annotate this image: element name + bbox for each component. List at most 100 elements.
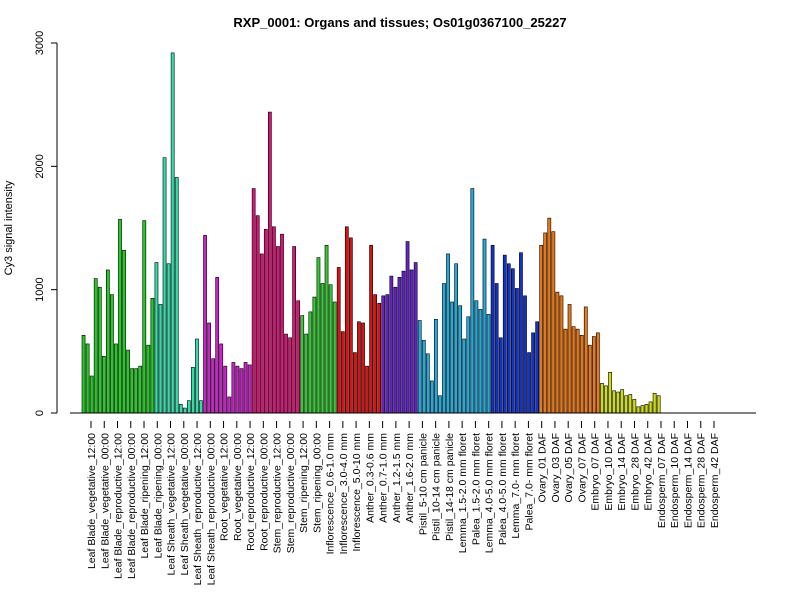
bar <box>162 157 167 414</box>
bar <box>494 283 499 414</box>
bar <box>510 268 515 414</box>
x-tick-label: Leaf Blade_reproductive_00:00 <box>126 433 138 579</box>
x-tick-label: Anther_1.2-1.5 mm <box>391 433 403 523</box>
x-tick-label: Anther_0.7-1.0 mm <box>378 433 390 523</box>
bar <box>393 286 398 414</box>
bar <box>506 263 511 414</box>
bar <box>211 358 216 414</box>
bar <box>239 368 244 414</box>
x-tick-label: Embryo_14 DAF <box>616 433 628 511</box>
bar <box>81 334 86 414</box>
bar <box>600 383 604 414</box>
x-tick-label: Root_reproductive_00:00 <box>258 433 270 551</box>
bar <box>575 328 580 414</box>
bar <box>146 344 151 414</box>
bar <box>97 286 102 414</box>
bar <box>101 355 106 414</box>
bar <box>478 309 483 414</box>
x-tick-label: Ovary_03 DAF <box>550 433 562 502</box>
x-tick-label: Leaf Sheath_reproductive_00:00 <box>205 433 217 586</box>
x-tick-label: Stem_ripening_12:00 <box>298 433 310 533</box>
bar <box>138 365 143 414</box>
x-tick-label: Leaf Blade_vegetative_12:00 <box>86 433 98 569</box>
bar <box>267 111 272 414</box>
x-tick-label: Leaf Sheath_vegetative_12:00 <box>166 433 178 576</box>
bar <box>357 321 361 414</box>
bar <box>353 352 357 414</box>
bar <box>300 315 305 414</box>
bar <box>340 331 345 414</box>
bar <box>89 375 94 414</box>
x-tick-label: Stem_reproductive_00:00 <box>285 433 297 553</box>
bar <box>259 253 264 414</box>
bar <box>227 396 232 414</box>
bar <box>231 362 236 414</box>
x-tick-label: Root_reproductive_12:00 <box>245 433 257 551</box>
bar <box>502 254 507 414</box>
bar <box>255 215 260 414</box>
bar <box>425 353 430 414</box>
bar <box>652 392 657 414</box>
bar <box>178 404 183 414</box>
bar <box>527 352 531 414</box>
bar <box>567 304 572 414</box>
x-tick-label: Endosperm_10 DAF <box>669 433 681 528</box>
bar <box>616 391 620 414</box>
bar <box>632 399 637 414</box>
bar <box>154 262 159 414</box>
bar <box>405 241 410 414</box>
bar <box>656 395 661 414</box>
bar <box>608 371 612 414</box>
x-tick-label: Leaf Blade_ripening_00:00 <box>152 433 164 559</box>
bar <box>150 297 155 414</box>
bar <box>482 238 487 414</box>
bar <box>591 336 596 414</box>
bar <box>215 277 220 414</box>
bar <box>381 295 386 414</box>
bar <box>498 337 503 414</box>
bar <box>142 220 147 414</box>
bar <box>316 257 321 414</box>
x-tick-label: Ovary_05 DAF <box>563 433 575 502</box>
x-tick-label: Anther_0.3-0.6 mm <box>364 433 376 523</box>
bar <box>170 52 175 414</box>
bar <box>397 277 402 414</box>
bar <box>243 362 248 414</box>
x-tick-label: Palea_7.0- mm floret <box>523 433 535 531</box>
bar <box>490 244 495 414</box>
bar <box>114 343 118 414</box>
bar <box>389 275 394 414</box>
x-tick-label: Ovary_01 DAF <box>537 433 549 502</box>
bar <box>454 263 459 414</box>
y-tick-label: 1000 <box>34 277 46 301</box>
x-tick-label: Pistil_14-18 cm panicle <box>444 433 456 541</box>
bars <box>81 52 661 414</box>
y-axis: 0 1000 2000 3000 <box>34 31 58 416</box>
bar <box>385 294 390 414</box>
bar <box>486 314 491 414</box>
bar <box>470 188 475 414</box>
x-tick-label: Lemma_1.5-2.0 mm floret <box>457 433 469 553</box>
bar <box>535 321 539 414</box>
bar <box>596 332 600 414</box>
bar <box>332 301 337 414</box>
bar <box>280 233 284 414</box>
bar <box>130 368 135 414</box>
bar <box>191 367 195 414</box>
x-tick-label: Leaf Sheath_reproductive_12:00 <box>192 433 204 586</box>
bar <box>373 294 378 414</box>
x-tick-label: Endosperm_07 DAF <box>656 433 668 528</box>
bar <box>199 400 203 414</box>
bar <box>85 343 90 414</box>
bar <box>579 334 584 414</box>
bar <box>519 252 523 414</box>
bar <box>134 368 139 414</box>
bar <box>636 406 641 414</box>
bar <box>110 294 114 414</box>
y-axis-label: Cy3 signal intensity <box>3 180 15 275</box>
bar <box>235 365 240 414</box>
bar <box>421 339 426 414</box>
x-tick-label: Endosperm_14 DAF <box>682 433 694 528</box>
bar <box>292 246 297 414</box>
bar <box>304 333 309 414</box>
